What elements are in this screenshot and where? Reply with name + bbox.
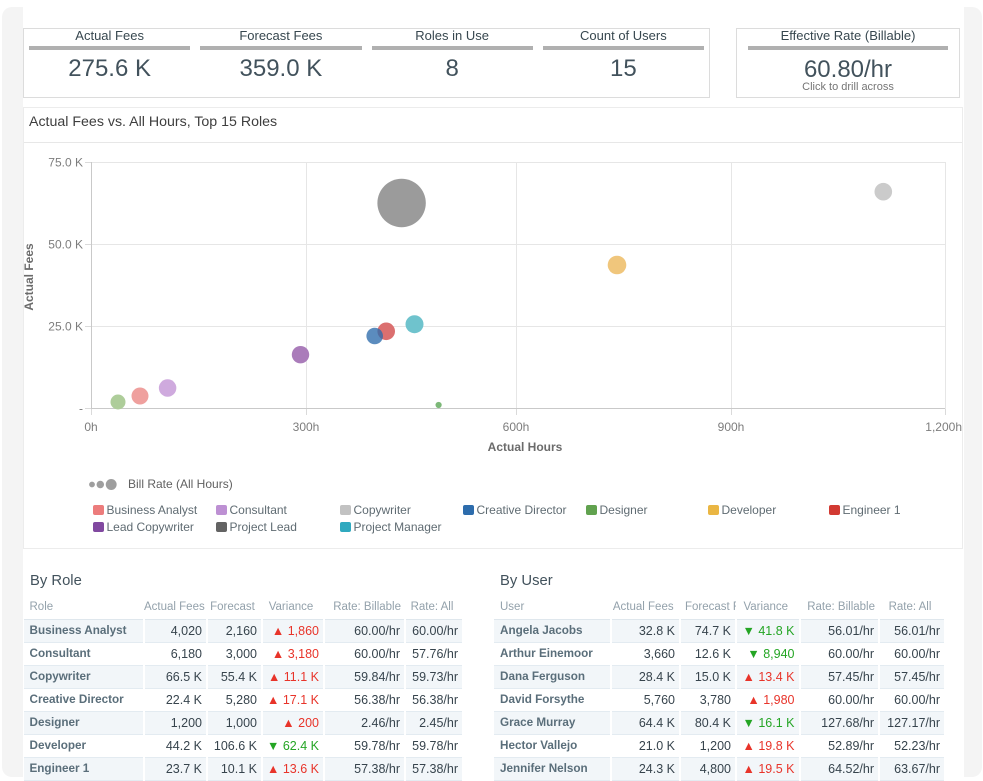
svg-text:Actual Hours: Actual Hours [488,440,563,454]
svg-text:75.0 K: 75.0 K [48,156,83,170]
svg-text:600h: 600h [503,420,530,434]
svg-text:0h: 0h [84,420,97,434]
svg-text:-: - [79,402,83,416]
svg-text:900h: 900h [718,420,745,434]
svg-text:Actual Fees: Actual Fees [24,243,36,311]
svg-text:25.0 K: 25.0 K [48,320,83,334]
svg-text:300h: 300h [293,420,320,434]
svg-text:1,200h: 1,200h [925,420,962,434]
svg-text:50.0 K: 50.0 K [48,238,83,252]
